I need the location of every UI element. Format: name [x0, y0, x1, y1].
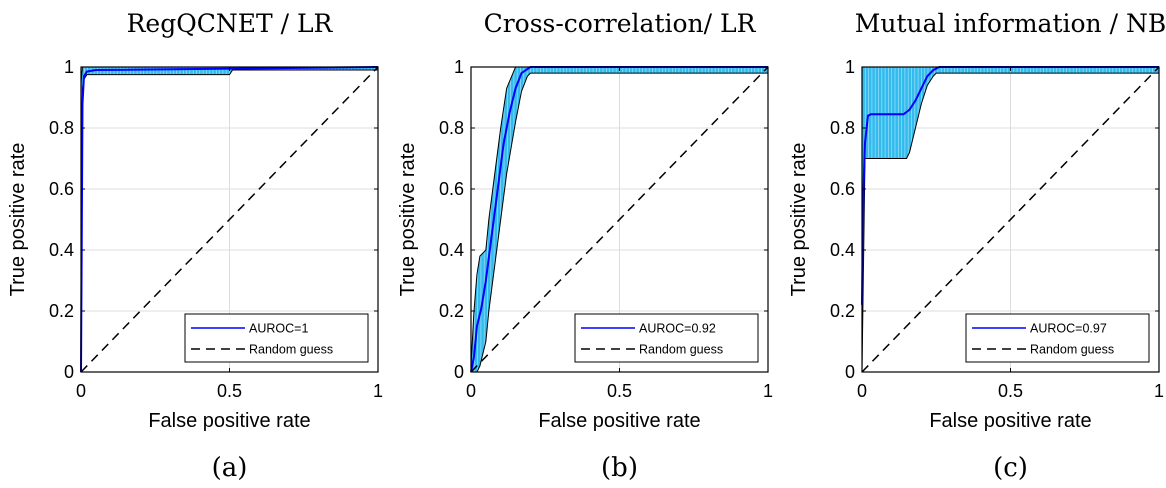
legend-label: Random guess — [1030, 343, 1114, 357]
band-lower-edge — [861, 72, 1159, 373]
y-tick-label: 0.8 — [830, 118, 855, 138]
roc-panel-3: Mutual information / NB 0 0.5 1 0 0.2 0.4 0.6 0.… — [788, 9, 1166, 483]
y-axis-label: True positive rate — [7, 143, 29, 297]
x-tick-label: 1 — [1154, 381, 1164, 401]
chart-title: RegQCNET / LR — [127, 9, 334, 38]
x-tick-label: 0 — [76, 381, 86, 401]
legend-box — [184, 313, 369, 363]
x-tick-label: 0 — [466, 381, 476, 401]
legend-label: AUROC=0.92 — [639, 322, 716, 336]
legend-box — [574, 313, 759, 363]
y-tick-label: 0.4 — [439, 240, 464, 260]
x-tick-label: 1 — [763, 381, 773, 401]
x-tick-label: 0.5 — [998, 381, 1023, 401]
legend: AUROC=1 Random guess — [184, 313, 369, 363]
chart-title: Cross-correlation/ LR — [484, 9, 757, 38]
roc-panel-1: RegQCNET / LR 0 0.5 1 0 0.2 0.4 0.6 0.8 1 False po… — [7, 9, 383, 483]
y-tick-label: 0.6 — [439, 179, 464, 199]
y-tick-label: 0.4 — [49, 240, 74, 260]
random-guess-line — [470, 66, 769, 373]
legend: AUROC=0.92 Random guess — [574, 313, 759, 363]
legend-label: Random guess — [249, 343, 333, 357]
x-tick-label: 0 — [857, 381, 867, 401]
y-tick-label: 0.2 — [49, 301, 74, 321]
mean-roc-curve — [470, 66, 768, 373]
y-tick-label: 0 — [64, 362, 74, 382]
y-tick-label: 0 — [845, 362, 855, 382]
y-tick-label: 0.8 — [49, 118, 74, 138]
y-tick-label: 0.4 — [830, 240, 855, 260]
x-tick-label: 0.5 — [607, 381, 632, 401]
x-axis-label: False positive rate — [148, 410, 310, 432]
y-axis-label: True positive rate — [397, 143, 419, 297]
y-axis-label: True positive rate — [788, 143, 810, 297]
mean-roc-curve — [80, 66, 379, 373]
x-axis-label: False positive rate — [929, 410, 1091, 432]
legend-label: AUROC=0.97 — [1030, 322, 1107, 336]
legend-box — [965, 313, 1150, 363]
random-guess-line — [861, 66, 1160, 373]
y-tick-label: 0 — [454, 362, 464, 382]
y-tick-label: 0.6 — [830, 179, 855, 199]
y-tick-label: 1 — [64, 57, 74, 77]
band-lower-edge — [471, 72, 768, 373]
mean-roc-curve — [861, 66, 1159, 305]
y-tick-label: 1 — [454, 57, 464, 77]
y-tick-label: 0.2 — [830, 301, 855, 321]
chart-title: Mutual information / NB — [855, 9, 1166, 38]
panel-caption: (a) — [212, 453, 248, 483]
x-tick-label: 1 — [373, 381, 383, 401]
y-tick-label: 0.6 — [49, 179, 74, 199]
x-axis-label: False positive rate — [538, 410, 700, 432]
y-tick-label: 0.8 — [439, 118, 464, 138]
roc-panel-2: Cross-correlation/ LR 0 0.5 1 0 0.2 0.4 0.6 0.8 1… — [397, 9, 773, 483]
legend-label: Random guess — [639, 343, 723, 357]
y-tick-label: 1 — [845, 57, 855, 77]
x-tick-label: 0.5 — [217, 381, 242, 401]
legend: AUROC=0.97 Random guess — [965, 313, 1150, 363]
panel-caption: (b) — [601, 453, 638, 483]
panel-caption: (c) — [993, 453, 1028, 483]
y-tick-label: 0.2 — [439, 301, 464, 321]
random-guess-line — [80, 66, 379, 373]
legend-label: AUROC=1 — [249, 322, 308, 336]
